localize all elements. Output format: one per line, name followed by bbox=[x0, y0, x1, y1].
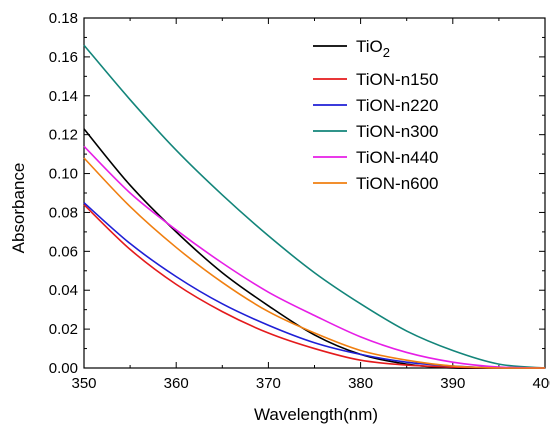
x-tick-label: 370 bbox=[256, 375, 281, 392]
x-tick-label: 400 bbox=[532, 375, 550, 392]
legend: TiO2 TiON-n150 TiON-n220 TiON-n300 TiON-n440… bbox=[313, 37, 439, 193]
y-tick-label: 0.18 bbox=[49, 10, 78, 27]
legend-label-tion-n220: TiON-n220 bbox=[356, 96, 439, 115]
y-tick-label: 0.00 bbox=[49, 360, 78, 377]
legend-label-tion-n150: TiON-n150 bbox=[356, 70, 439, 89]
series-line-tion-n300 bbox=[83, 44, 546, 369]
y-tick-label: 0.08 bbox=[49, 204, 78, 221]
y-tick-label: 0.16 bbox=[49, 49, 78, 66]
x-tick-label: 360 bbox=[164, 375, 189, 392]
x-axis-title: Wavelength(nm) bbox=[254, 405, 378, 424]
series-line-tion-n150 bbox=[83, 204, 546, 369]
legend-label-tion-n300: TiON-n300 bbox=[356, 122, 439, 141]
x-tick-label: 390 bbox=[440, 375, 465, 392]
series-line-tion-n440 bbox=[83, 145, 546, 369]
x-tick-label: 380 bbox=[348, 375, 373, 392]
y-axis-title: Absorbance bbox=[9, 163, 28, 254]
x-tick-label: 350 bbox=[71, 375, 96, 392]
series-line-tio2 bbox=[83, 128, 545, 370]
y-tick-label: 0.10 bbox=[49, 166, 78, 183]
series-lines bbox=[83, 44, 546, 370]
y-tick-label: 0.06 bbox=[49, 243, 78, 260]
series-line-tion-n600 bbox=[83, 157, 546, 369]
y-axis-ticks: 0.00 0.02 0.04 0.06 0.08 0.10 0.12 0.14 0.16 0.18 bbox=[49, 10, 545, 377]
legend-label-tio2: TiO2 bbox=[356, 37, 390, 60]
y-tick-label: 0.12 bbox=[49, 127, 78, 144]
legend-label-tion-n600: TiON-n600 bbox=[356, 174, 439, 193]
y-tick-label: 0.04 bbox=[49, 282, 78, 299]
y-tick-label: 0.14 bbox=[49, 88, 78, 105]
y-tick-label: 0.02 bbox=[49, 321, 78, 338]
legend-label-tion-n440: TiON-n440 bbox=[356, 148, 439, 167]
x-axis-ticks: 350 360 370 380 390 400 bbox=[71, 18, 550, 392]
